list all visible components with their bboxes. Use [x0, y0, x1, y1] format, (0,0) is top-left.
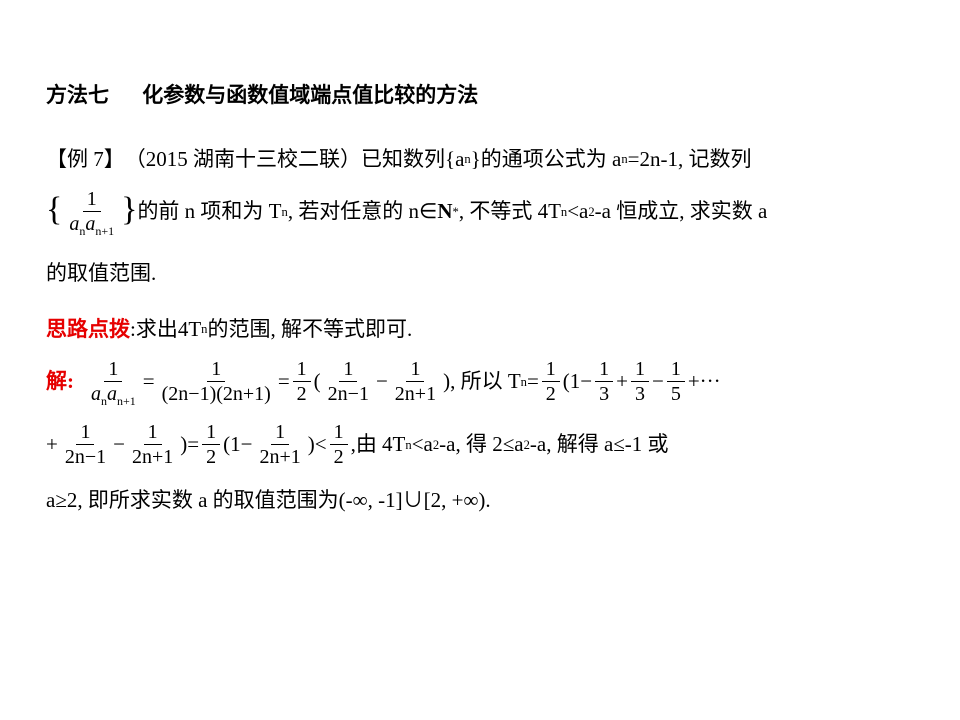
solution-text: -a, 解得 a≤-1 或	[530, 429, 669, 461]
problem-text: , 不等式 4T	[459, 196, 561, 228]
fraction-denominator: 2	[330, 445, 348, 467]
solution-text: ), 所以 T	[443, 366, 521, 398]
solution-line-1: 解: 1 anan+1 = 1 (2n−1)(2n+1) = 1 2 ( 1 2…	[46, 359, 914, 404]
fraction-numerator: 1	[542, 359, 560, 382]
plus: +	[616, 366, 628, 398]
fraction-denominator: 2	[542, 382, 560, 404]
set-N: N	[437, 196, 452, 228]
problem-text: =2n-1, 记数列	[628, 144, 752, 176]
problem-text: 的前 n 项和为 T	[137, 196, 281, 228]
hint-label: 思路点拨	[46, 314, 130, 346]
fraction-denominator: 2n−1	[61, 445, 110, 467]
fraction-denominator: 2n+1	[255, 445, 304, 467]
fraction-numerator: 1	[293, 359, 311, 382]
fraction-numerator: 1	[406, 359, 424, 382]
fraction: 1 2n+1	[391, 359, 440, 404]
equals: =	[278, 366, 290, 398]
solution-text: (1−	[563, 366, 592, 398]
fraction-half: 1 2	[330, 422, 348, 467]
fraction-numerator: 1	[144, 422, 162, 445]
example-source: （2015 湖南十三校二联）	[125, 144, 361, 176]
fraction-denominator: 3	[595, 382, 613, 404]
document-page: 方法七 化参数与函数值域端点值比较的方法 【例 7】 （2015 湖南十三校二联…	[0, 0, 960, 517]
close-lt: )<	[308, 429, 327, 461]
problem-text: , 若对任意的 n∈	[288, 196, 438, 228]
fraction-numerator: 1	[339, 359, 357, 382]
solution-text: (1−	[223, 429, 252, 461]
fraction-numerator: 1	[207, 359, 225, 382]
fraction-denominator: 2n+1	[391, 382, 440, 404]
hint-text: 的范围, 解不等式即可.	[207, 314, 412, 346]
solution-label: 解:	[46, 366, 74, 398]
close-eq: )=	[180, 429, 199, 461]
fraction-numerator: 1	[83, 189, 101, 212]
equals: =	[143, 366, 155, 398]
fraction: 1 2n+1	[255, 422, 304, 467]
minus: −	[652, 366, 664, 398]
solution-text: 由 4T	[356, 429, 406, 461]
solution-line-2: + 1 2n−1 − 1 2n+1 )= 1 2 (1− 1 2n+1 )< 1…	[46, 422, 914, 467]
example-label: 【例 7】	[46, 144, 125, 176]
hint-text: :求出4T	[130, 314, 201, 346]
fraction-half: 1 2	[542, 359, 560, 404]
fraction-numerator: 1	[631, 359, 649, 382]
fraction: 1 2n+1	[128, 422, 177, 467]
plus: +	[46, 429, 58, 461]
fraction-denominator: 2n−1	[324, 382, 373, 404]
dots: +···	[688, 366, 721, 398]
equals: =	[527, 366, 539, 398]
open-paren: (	[314, 366, 321, 398]
solution-conclusion: a≥2, 即所求实数 a 的取值范围为(-∞, -1]∪[2, +∞).	[46, 485, 491, 517]
fraction-numerator: 1	[667, 359, 685, 382]
fraction-denominator: (2n−1)(2n+1)	[158, 382, 275, 404]
fraction: 1 anan+1	[65, 189, 118, 234]
problem-text: <a	[567, 196, 588, 228]
fraction-numerator: 1	[202, 422, 220, 445]
fraction-denominator: 3	[631, 382, 649, 404]
minus: −	[376, 366, 388, 398]
fraction: 1 2n−1	[324, 359, 373, 404]
problem-text: 已知数列{a	[361, 144, 464, 176]
fraction-numerator: 1	[595, 359, 613, 382]
method-text: 化参数与函数值域端点值比较的方法	[142, 83, 478, 107]
method-label: 方法七	[46, 83, 109, 107]
solution-text: -a, 得 2≤a	[439, 429, 523, 461]
fraction: 1 anan+1	[87, 359, 140, 404]
problem-line-1: 【例 7】 （2015 湖南十三校二联） 已知数列{a n }的通项公式为 a …	[46, 144, 914, 176]
fraction: 1 5	[667, 359, 685, 404]
fraction-numerator: 1	[76, 422, 94, 445]
fraction-half: 1 2	[202, 422, 220, 467]
hint-line: 思路点拨 :求出4T n 的范围, 解不等式即可.	[46, 314, 914, 346]
fraction-numerator: 1	[104, 359, 122, 382]
fraction-numerator: 1	[271, 422, 289, 445]
fraction-denominator: 2	[202, 445, 220, 467]
problem-text: -a 恒成立, 求实数 a	[595, 196, 768, 228]
solution-text: <a	[412, 429, 433, 461]
fraction-denominator: anan+1	[65, 212, 118, 234]
fraction: 1 2n−1	[61, 422, 110, 467]
fraction-denominator: 2n+1	[128, 445, 177, 467]
fraction-half: 1 2	[293, 359, 311, 404]
fraction: 1 3	[595, 359, 613, 404]
fraction: 1 (2n−1)(2n+1)	[158, 359, 275, 404]
fraction-denominator: anan+1	[87, 382, 140, 404]
method-title: 方法七 化参数与函数值域端点值比较的方法	[46, 80, 914, 112]
minus: −	[113, 429, 125, 461]
fraction-numerator: 1	[330, 422, 348, 445]
problem-text: }的通项公式为 a	[471, 144, 622, 176]
fraction-denominator: 5	[667, 382, 685, 404]
problem-text: 的取值范围.	[46, 258, 156, 290]
solution-line-3: a≥2, 即所求实数 a 的取值范围为(-∞, -1]∪[2, +∞).	[46, 485, 914, 517]
fraction: 1 3	[631, 359, 649, 404]
problem-line-3: 的取值范围.	[46, 258, 914, 290]
problem-line-2: { 1 anan+1 } 的前 n 项和为 T n , 若对任意的 n∈ N* …	[46, 189, 914, 234]
fraction-denominator: 2	[293, 382, 311, 404]
